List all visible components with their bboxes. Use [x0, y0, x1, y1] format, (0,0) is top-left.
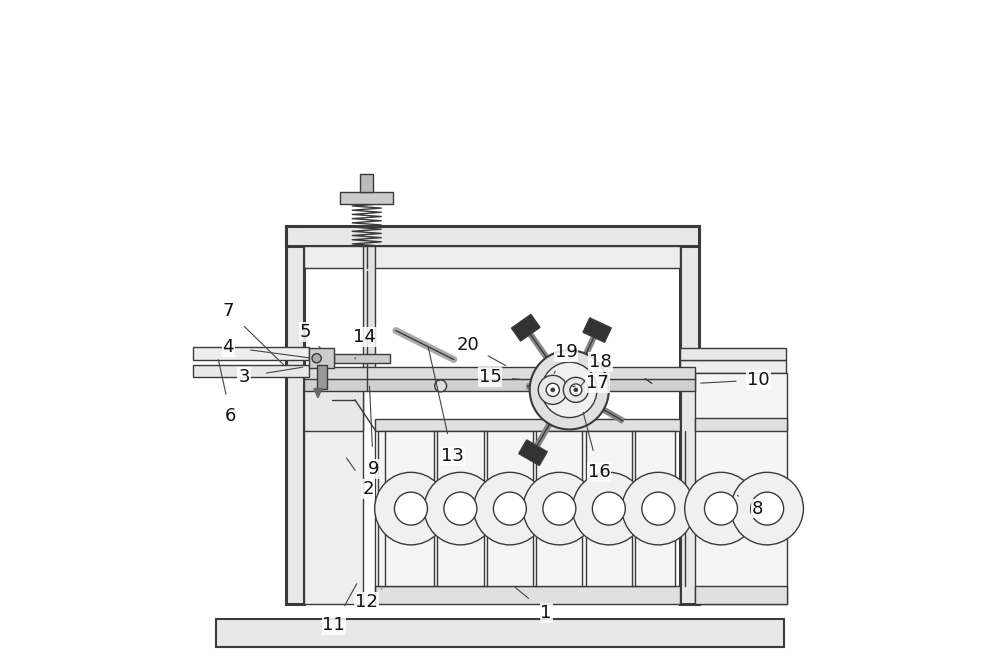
- Text: 4: 4: [222, 338, 234, 356]
- Bar: [680, 360, 786, 373]
- Circle shape: [563, 377, 588, 403]
- Text: 3: 3: [238, 368, 250, 385]
- Text: 12: 12: [355, 594, 378, 611]
- Bar: [680, 226, 699, 604]
- Bar: [304, 367, 695, 380]
- Circle shape: [751, 492, 784, 525]
- Text: 7: 7: [222, 301, 234, 320]
- Text: 16: 16: [588, 463, 610, 481]
- Bar: [695, 586, 787, 604]
- Bar: [340, 192, 393, 204]
- Bar: [360, 174, 373, 192]
- Bar: [193, 365, 309, 377]
- Circle shape: [435, 380, 447, 392]
- Bar: [375, 419, 680, 431]
- Circle shape: [424, 473, 497, 545]
- Bar: [193, 347, 309, 360]
- Bar: [286, 226, 304, 604]
- Bar: [304, 246, 680, 268]
- Circle shape: [622, 473, 695, 545]
- Text: 20: 20: [457, 336, 480, 354]
- Circle shape: [312, 354, 321, 363]
- Bar: [286, 226, 699, 246]
- Circle shape: [573, 473, 645, 545]
- Circle shape: [523, 473, 596, 545]
- Text: 9: 9: [368, 460, 379, 478]
- Circle shape: [493, 492, 526, 525]
- Circle shape: [570, 384, 582, 396]
- Bar: [309, 348, 334, 368]
- Bar: [317, 366, 327, 389]
- Circle shape: [538, 375, 567, 405]
- Bar: [695, 418, 787, 431]
- Text: 8: 8: [752, 500, 763, 518]
- Text: 17: 17: [586, 374, 609, 392]
- Bar: [216, 619, 784, 647]
- Polygon shape: [519, 440, 547, 465]
- Bar: [378, 431, 675, 586]
- Circle shape: [551, 388, 555, 392]
- Circle shape: [543, 492, 576, 525]
- Bar: [304, 379, 695, 391]
- Bar: [334, 354, 390, 364]
- Circle shape: [574, 388, 578, 392]
- Text: 1: 1: [540, 603, 552, 622]
- Text: 13: 13: [441, 447, 464, 465]
- Bar: [680, 348, 786, 360]
- Polygon shape: [583, 318, 611, 342]
- Text: 14: 14: [353, 328, 376, 346]
- Bar: [304, 390, 363, 431]
- Circle shape: [444, 492, 477, 525]
- Text: 18: 18: [589, 353, 612, 371]
- Text: 15: 15: [479, 368, 502, 385]
- Polygon shape: [314, 389, 322, 398]
- Text: 11: 11: [322, 616, 345, 635]
- Circle shape: [542, 362, 597, 418]
- Polygon shape: [511, 315, 540, 341]
- Circle shape: [642, 492, 675, 525]
- Circle shape: [546, 383, 559, 397]
- Circle shape: [530, 350, 609, 430]
- Text: 5: 5: [300, 323, 311, 341]
- Circle shape: [375, 473, 447, 545]
- Circle shape: [592, 492, 625, 525]
- Circle shape: [685, 473, 757, 545]
- Circle shape: [394, 492, 427, 525]
- Circle shape: [704, 492, 737, 525]
- Bar: [375, 586, 680, 604]
- Text: 2: 2: [362, 480, 374, 498]
- Text: 10: 10: [747, 371, 770, 389]
- Bar: [363, 246, 375, 390]
- Circle shape: [731, 473, 803, 545]
- Text: 19: 19: [555, 342, 577, 361]
- Bar: [304, 375, 363, 604]
- Bar: [695, 373, 787, 604]
- Text: 6: 6: [225, 407, 237, 425]
- Circle shape: [474, 473, 546, 545]
